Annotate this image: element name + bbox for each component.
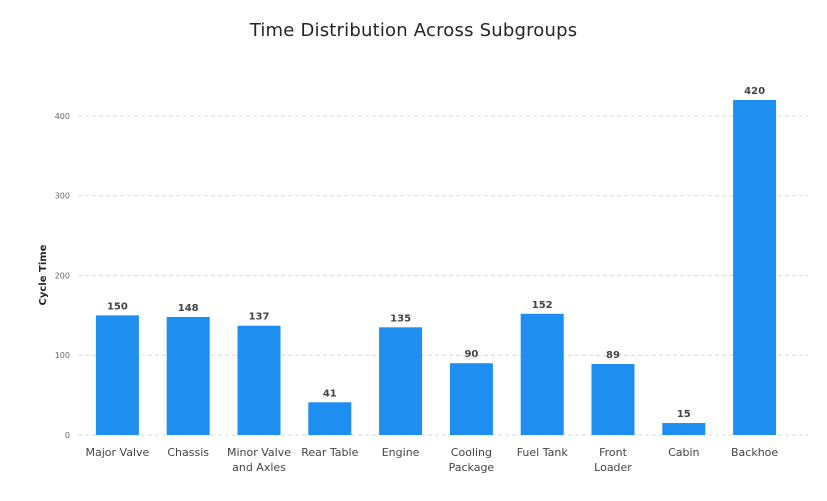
data-label: 150 xyxy=(107,301,128,312)
x-axis-categories: Major Valve Chassis Minor Valve and Axles Re… xyxy=(86,446,779,474)
bar[interactable] xyxy=(379,327,423,435)
x-tick-label: Cooling Package xyxy=(449,446,495,474)
bar[interactable] xyxy=(449,363,493,435)
chart-title: Time Distribution Across Subgroups xyxy=(249,20,578,41)
x-tick-label: Backhoe xyxy=(731,446,778,459)
data-label: 420 xyxy=(744,86,765,97)
y-axis-ticks: 0 100 200 300 400 xyxy=(55,112,70,440)
data-labels: 150 148 137 41 135 90 152 89 15 420 xyxy=(107,86,765,420)
y-tick-label: 0 xyxy=(65,431,70,440)
x-tick-label: Rear Table xyxy=(301,446,358,459)
bar[interactable] xyxy=(662,423,706,435)
y-tick-label: 300 xyxy=(55,192,70,201)
bar[interactable] xyxy=(237,325,281,435)
x-tick-label: Fuel Tank xyxy=(517,446,569,459)
data-label: 89 xyxy=(606,350,620,361)
x-tick-label: Front Loader xyxy=(594,446,632,474)
data-label: 41 xyxy=(323,388,337,399)
x-tick-label: Major Valve xyxy=(86,446,150,459)
data-label: 148 xyxy=(178,303,199,314)
x-tick-label: Chassis xyxy=(167,446,209,459)
bar[interactable] xyxy=(166,316,210,435)
x-tick-label: Engine xyxy=(382,446,420,459)
bar[interactable] xyxy=(308,402,352,435)
bar[interactable] xyxy=(95,315,139,435)
bar[interactable] xyxy=(520,313,564,435)
x-tick-label: Cabin xyxy=(668,446,699,459)
bar[interactable] xyxy=(591,364,635,435)
data-label: 137 xyxy=(249,312,270,323)
bars xyxy=(95,100,777,435)
data-label: 135 xyxy=(390,313,411,324)
y-tick-label: 100 xyxy=(55,351,70,360)
data-label: 152 xyxy=(532,300,553,311)
bar[interactable] xyxy=(733,100,777,435)
y-axis-label: Cycle Time xyxy=(38,244,49,305)
data-label: 15 xyxy=(677,409,691,420)
x-tick-label: Minor Valve and Axles xyxy=(227,446,291,474)
data-label: 90 xyxy=(464,349,478,360)
y-tick-label: 400 xyxy=(55,112,70,121)
y-tick-label: 200 xyxy=(55,271,70,280)
